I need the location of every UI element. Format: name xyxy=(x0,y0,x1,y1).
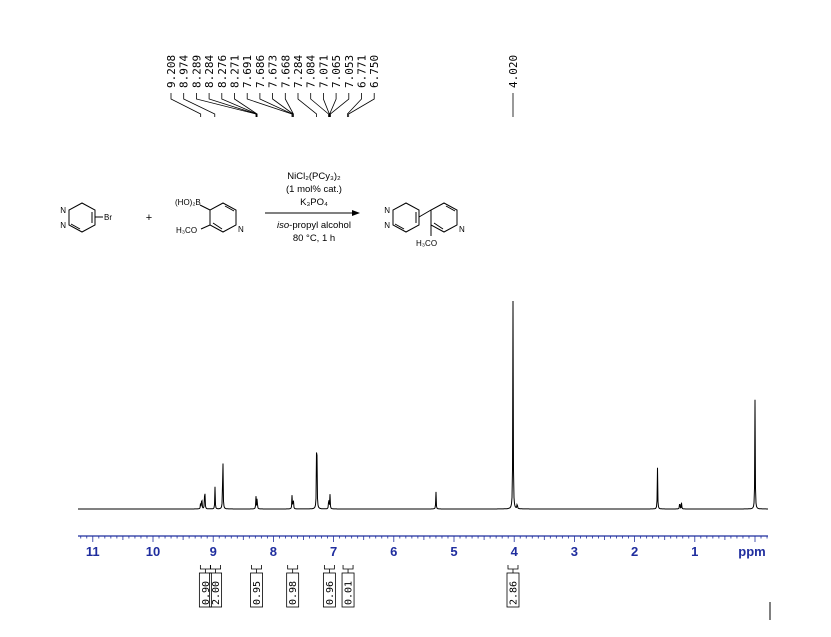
peak-label: 7.673 xyxy=(267,55,280,88)
temperature-time-label: 80 °C, 1 h xyxy=(293,233,335,244)
peak-label: 7.084 xyxy=(305,55,318,88)
integral-group: 0.90 2.00 0.95 0.98 0.96 0.01 2.86 xyxy=(198,565,520,608)
peak-label: 8.276 xyxy=(216,55,229,88)
integral-value: 2.00 xyxy=(211,581,222,605)
atom-n-label: N xyxy=(384,221,390,230)
peak-label: 8.271 xyxy=(229,55,242,88)
axis-tick-label: 6 xyxy=(390,544,397,559)
integral-box xyxy=(286,572,300,608)
peak-leader-line xyxy=(297,93,317,117)
peak-leader-line xyxy=(330,93,350,117)
peak-label: 7.284 xyxy=(292,55,305,88)
peak-label-group: 9.208 8.974 8.289 8.284 8.276 8.271 7.691 7.686… xyxy=(165,55,520,117)
integral-box xyxy=(209,572,223,608)
spectrum-trace xyxy=(78,300,768,510)
integral-value: 0.96 xyxy=(325,581,336,605)
atom-n-label: N xyxy=(384,206,390,215)
atom-n-label: N xyxy=(60,206,66,215)
peak-leader-line xyxy=(234,93,258,117)
atom-n-label: N xyxy=(238,225,244,234)
integral-bracket xyxy=(342,565,354,570)
axis-tick-label: 9 xyxy=(210,544,217,559)
product-structure xyxy=(392,202,458,236)
peak-label: 7.053 xyxy=(343,55,356,88)
peak-label: 9.208 xyxy=(165,55,178,88)
integral-box xyxy=(322,572,336,608)
axis-tick-label: 3 xyxy=(571,544,578,559)
integral-bracket xyxy=(210,565,222,570)
axis-unit-label: ppm xyxy=(738,544,765,559)
integral-box xyxy=(198,572,212,608)
product-methoxy-label: H₃CO xyxy=(416,239,437,248)
integral-bracket xyxy=(323,565,335,570)
methoxy-label: H₃CO xyxy=(176,226,197,235)
peak-leader-line xyxy=(284,93,294,117)
integral-value: 0.01 xyxy=(344,581,355,605)
integral-box xyxy=(341,572,355,608)
axis-tick-label: 5 xyxy=(450,544,457,559)
atom-n-label: N xyxy=(459,225,465,234)
axis-tick-label: 7 xyxy=(330,544,337,559)
peak-label: 6.771 xyxy=(356,55,369,88)
peak-leader-line xyxy=(183,93,216,117)
peak-label: 8.289 xyxy=(190,55,203,88)
axis-tick-label: 11 xyxy=(86,544,100,559)
peak-label: 8.284 xyxy=(203,55,216,88)
plus-sign: + xyxy=(146,212,152,224)
peak-label: 7.065 xyxy=(330,55,343,88)
axis-tick-label: 4 xyxy=(511,544,519,559)
peak-leader-line xyxy=(329,93,337,117)
boronic-acid-structure xyxy=(199,202,237,233)
solvent-prefix: iso xyxy=(277,220,289,231)
solvent-label: iso-propyl alcohol xyxy=(277,220,351,231)
peak-label: 6.750 xyxy=(368,55,381,88)
integral-value: 0.90 xyxy=(201,581,212,605)
peak-leader-line xyxy=(208,93,257,117)
integral-value: 0.95 xyxy=(252,581,263,605)
axis-tick-label: 8 xyxy=(270,544,277,559)
bromopyrimidine-structure xyxy=(68,202,103,233)
integral-box xyxy=(250,572,263,608)
peak-leader-line xyxy=(170,93,202,117)
integral-bracket xyxy=(251,565,262,570)
integral-box xyxy=(506,572,520,608)
atom-n-label: N xyxy=(60,221,66,230)
peak-label: 8.974 xyxy=(178,55,191,88)
peak-leader-line xyxy=(346,93,362,117)
catalyst-loading-label: (1 mol% cat.) xyxy=(286,184,342,195)
ppm-axis: 11 10 9 8 7 6 5 4 3 2 1 ppm xyxy=(78,535,768,559)
peak-label: 4.020 xyxy=(507,55,520,88)
integral-value: 0.98 xyxy=(288,581,299,605)
axis-tick-label: 10 xyxy=(146,544,160,559)
peak-leader-line xyxy=(310,93,329,117)
integral-bracket xyxy=(507,565,519,570)
integral-value: 2.86 xyxy=(508,581,519,605)
reaction-scheme: N N Br + (HO)₂B H₃CO N NiCl₂(PCy₃)₂ (1 m… xyxy=(60,171,465,248)
integral-bracket xyxy=(287,565,299,570)
integral-bracket xyxy=(199,565,211,570)
axis-tick-label: 1 xyxy=(691,544,698,559)
solvent-name: -propyl alcohol xyxy=(289,220,351,231)
catalyst-label: NiCl₂(PCy₃)₂ xyxy=(287,171,341,182)
axis-tick-label: 2 xyxy=(631,544,638,559)
peak-leader-line xyxy=(259,93,293,117)
peak-label: 7.668 xyxy=(279,55,292,88)
peak-label: 7.686 xyxy=(254,55,267,88)
boronic-acid-group-label: (HO)₂B xyxy=(175,198,201,207)
peak-leader-line xyxy=(348,93,375,117)
peak-label: 7.691 xyxy=(241,55,254,88)
bromo-substituent-label: Br xyxy=(104,213,112,222)
arrow-head xyxy=(352,210,360,216)
peak-label: 7.071 xyxy=(317,55,330,88)
base-label: K₃PO₄ xyxy=(300,197,328,208)
